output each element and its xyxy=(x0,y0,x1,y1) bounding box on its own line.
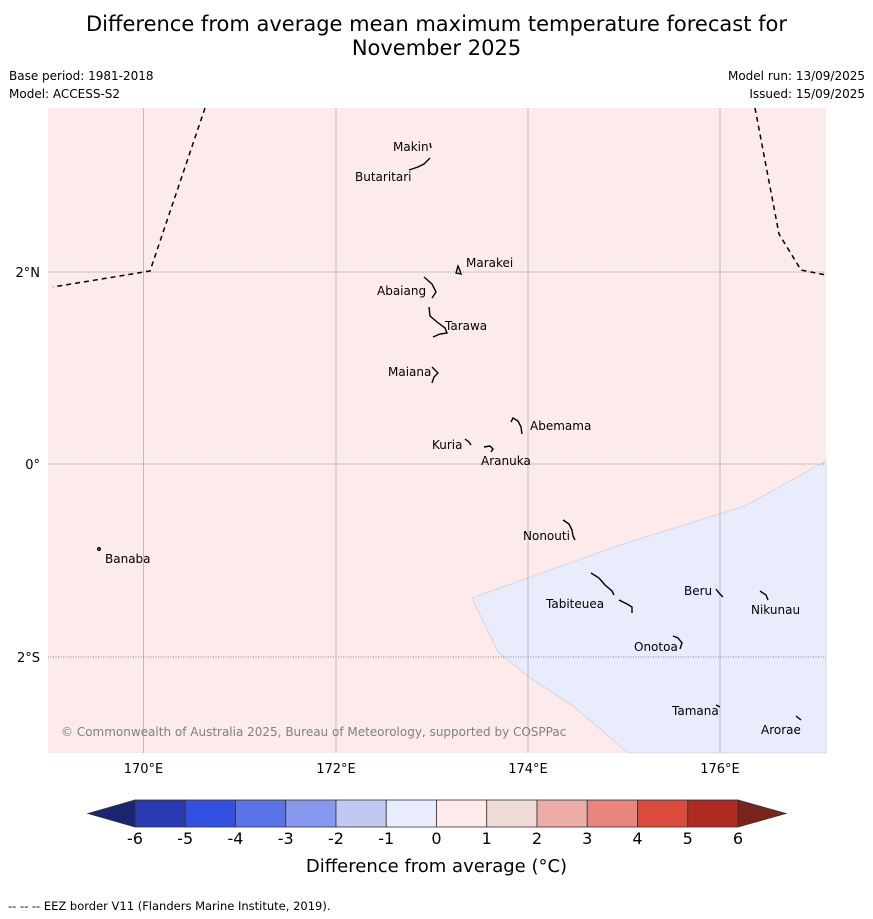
island-label-nonouti: Nonouti xyxy=(523,529,570,543)
lon-label-174e: 174°E xyxy=(508,762,548,777)
island-shape-abemama xyxy=(510,417,523,435)
island-label-arorae: Arorae xyxy=(761,723,801,737)
island-label-onotoa: Onotoa xyxy=(634,640,678,654)
longitude-gridlines xyxy=(143,108,721,753)
colorbar-tick-label: -6 xyxy=(127,829,143,848)
map-title: Difference from average mean maximum tem… xyxy=(0,12,873,60)
island-shape-nikunau xyxy=(759,590,769,601)
eez-borders xyxy=(52,107,827,288)
colorbar-tick-label: 3 xyxy=(582,829,592,848)
meta-right: Model run: 13/09/2025 Issued: 15/09/2025 xyxy=(728,67,865,103)
lat-label-2s: 2°S xyxy=(17,651,40,666)
colorbar-tick-label: -2 xyxy=(328,829,344,848)
colorbar-tick-label: 6 xyxy=(733,829,743,848)
colorbar-segment xyxy=(184,799,236,828)
island-shape-nonouti xyxy=(562,519,576,541)
colorbar-segments xyxy=(134,799,739,828)
island-label-banaba: Banaba xyxy=(105,552,151,566)
island-label-tamana: Tamana xyxy=(671,704,719,718)
lon-label-170e: 170°E xyxy=(124,762,164,777)
island-shape-onotoa xyxy=(672,635,683,650)
island-label-kuria: Kuria xyxy=(432,438,463,452)
colorbar: -6 -5 -4 -3 -2 -1 0 1 2 3 4 5 6 xyxy=(86,799,788,848)
latitude-labels: 2°N 0° 2°S xyxy=(16,266,41,666)
lat-label-0: 0° xyxy=(25,458,40,473)
colorbar-segment xyxy=(385,799,437,828)
island-shape-banaba xyxy=(96,547,101,552)
island-shape-marakei xyxy=(455,264,463,275)
island-shape-tarawa xyxy=(428,306,448,338)
island-label-abaiang: Abaiang xyxy=(377,284,426,298)
longitude-labels: 170°E 172°E 174°E 176°E xyxy=(124,762,740,777)
title-line-2: November 2025 xyxy=(351,36,522,60)
island-shape-makin xyxy=(429,142,432,149)
model-name: Model: ACCESS-S2 xyxy=(9,87,121,101)
colorbar-extend-high xyxy=(737,799,788,828)
colorbar-tick-label: -5 xyxy=(177,829,193,848)
lon-label-176e: 176°E xyxy=(700,762,740,777)
colorbar-segment xyxy=(687,799,739,828)
colorbar-tick-labels: -6 -5 -4 -3 -2 -1 0 1 2 3 4 5 6 xyxy=(127,829,743,848)
colorbar-tick-label: 2 xyxy=(532,829,542,848)
island-shape-kuria xyxy=(464,438,472,446)
island-label-marakei: Marakei xyxy=(466,256,513,270)
island-label-maiana: Maiana xyxy=(388,365,431,379)
island-shape-arorae xyxy=(795,715,802,721)
colorbar-segment xyxy=(134,799,186,828)
island-shape-tabiteuea-north xyxy=(590,572,615,596)
island-shape-tamana xyxy=(715,704,721,708)
colorbar-tick-label: 5 xyxy=(683,829,693,848)
island-shape-abaiang xyxy=(423,276,437,299)
eez-credit: -- -- -- EEZ border V11 (Flanders Marine… xyxy=(8,899,331,913)
island-label-nikunau: Nikunau xyxy=(751,603,800,617)
island-shape-aranuka xyxy=(483,445,494,453)
island-label-butaritari: Butaritari xyxy=(355,170,412,184)
title-line-1: Difference from average mean maximum tem… xyxy=(86,12,787,36)
colorbar-label: Difference from average (°C) xyxy=(305,856,568,877)
colorbar-segment xyxy=(486,799,538,828)
base-period: Base period: 1981-2018 xyxy=(9,69,154,83)
island-label-tabiteuea: Tabiteuea xyxy=(545,597,604,611)
meta-left: Base period: 1981-2018 Model: ACCESS-S2 xyxy=(9,67,154,103)
cool-anomaly-region xyxy=(471,460,827,754)
colorbar-tick-label: 4 xyxy=(632,829,642,848)
colorbar-segment xyxy=(335,799,387,828)
island-labels: Makin Butaritari Marakei Abaiang Tarawa … xyxy=(105,140,801,737)
island-shape-butaritari xyxy=(408,157,431,171)
island-label-makin: Makin xyxy=(393,140,429,154)
lon-label-172e: 172°E xyxy=(316,762,356,777)
model-run: Model run: 13/09/2025 xyxy=(727,69,865,83)
island-label-abemama: Abemama xyxy=(530,419,591,433)
eez-border-east xyxy=(754,107,827,276)
island-outlines xyxy=(96,142,802,721)
colorbar-segment xyxy=(285,799,337,828)
island-shape-maiana xyxy=(431,366,439,384)
lat-label-2n: 2°N xyxy=(16,266,41,281)
eez-border-west xyxy=(52,107,206,288)
island-label-aranuka: Aranuka xyxy=(481,454,531,468)
island-label-beru: Beru xyxy=(684,584,712,598)
colorbar-segment xyxy=(235,799,287,828)
colorbar-segment xyxy=(637,799,689,828)
island-shape-beru xyxy=(715,588,724,598)
island-shape-tabiteuea-south xyxy=(618,599,633,613)
colorbar-extend-low xyxy=(86,799,136,828)
island-label-tarawa: Tarawa xyxy=(444,319,487,333)
colorbar-segment xyxy=(586,799,638,828)
colorbar-tick-label: -4 xyxy=(228,829,244,848)
colorbar-tick-label: 1 xyxy=(482,829,492,848)
colorbar-tick-label: 0 xyxy=(431,829,441,848)
colorbar-tick-label: -1 xyxy=(378,829,394,848)
colorbar-tick-label: -3 xyxy=(278,829,294,848)
map-copyright: © Commonwealth of Australia 2025, Bureau… xyxy=(61,725,566,739)
colorbar-segment xyxy=(436,799,488,828)
issued-date: Issued: 15/09/2025 xyxy=(749,87,865,101)
latitude-gridlines xyxy=(48,271,826,658)
colorbar-segment xyxy=(536,799,588,828)
